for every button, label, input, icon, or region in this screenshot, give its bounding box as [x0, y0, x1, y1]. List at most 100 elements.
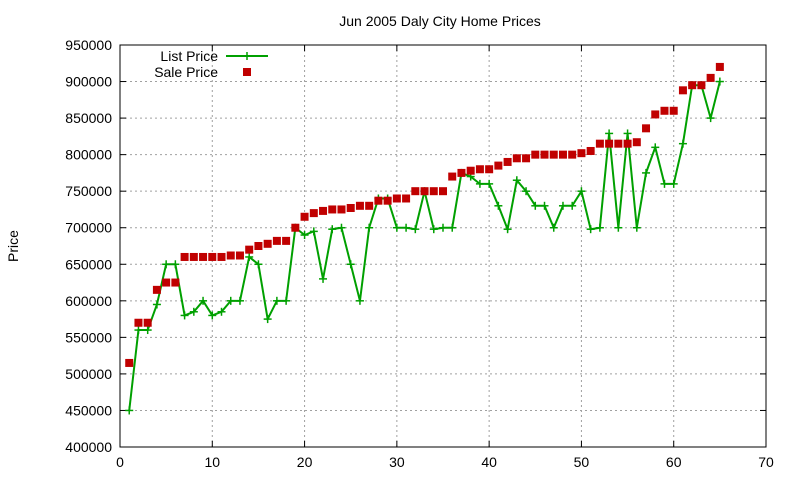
- y-tick-label: 500000: [65, 366, 112, 382]
- list-price-point: [586, 225, 595, 234]
- list-price-point: [180, 311, 189, 320]
- y-tick-label: 700000: [65, 220, 112, 236]
- sale-price-point: [392, 194, 401, 203]
- sale-price-point: [355, 201, 364, 210]
- list-price-point: [549, 223, 558, 232]
- y-tick-label: 650000: [65, 256, 112, 272]
- sale-price-point: [162, 278, 171, 287]
- list-price-point: [272, 296, 281, 305]
- list-price-point: [171, 260, 180, 269]
- list-price-point: [300, 231, 309, 240]
- y-tick-label: 550000: [65, 329, 112, 345]
- sale-price-point: [217, 252, 226, 261]
- sale-price-point: [245, 245, 254, 254]
- y-tick-label: 750000: [65, 183, 112, 199]
- sale-price-point: [632, 138, 641, 147]
- list-price-point: [199, 296, 208, 305]
- sale-price-point: [706, 73, 715, 82]
- legend-marker-list-price: [243, 52, 251, 60]
- sale-price-point: [614, 139, 623, 148]
- list-price-point: [503, 225, 512, 234]
- sale-price-point: [337, 205, 346, 214]
- sale-price-point: [411, 187, 420, 196]
- list-price-point: [614, 223, 623, 232]
- sale-price-point: [180, 252, 189, 261]
- list-price-point: [365, 223, 374, 232]
- sale-price-point: [494, 161, 503, 170]
- sale-price-point: [429, 187, 438, 196]
- series-sale-price: [125, 62, 724, 367]
- sale-price-point: [522, 154, 531, 163]
- list-price-point: [678, 139, 687, 148]
- y-tick-label: 600000: [65, 293, 112, 309]
- sale-price-point: [642, 124, 651, 133]
- legend-label-sale-price: Sale Price: [154, 64, 218, 80]
- list-price-point: [448, 223, 457, 232]
- sale-price-point: [697, 81, 706, 90]
- sale-price-point: [485, 165, 494, 174]
- x-tick-label: 10: [204, 454, 220, 470]
- list-price-point: [485, 179, 494, 188]
- sale-price-point: [199, 252, 208, 261]
- sale-price-point: [512, 154, 521, 163]
- sale-price-point: [235, 251, 244, 260]
- sale-price-point: [540, 150, 549, 159]
- list-price-point: [715, 77, 724, 86]
- sale-price-point: [420, 187, 429, 196]
- list-price-point: [439, 223, 447, 232]
- sale-price-point: [291, 223, 300, 232]
- sale-price-point: [439, 187, 447, 196]
- list-price-point: [189, 307, 198, 316]
- sale-price-point: [263, 239, 272, 248]
- sale-price-point: [558, 150, 567, 159]
- sale-price-point: [125, 358, 134, 367]
- list-price-point: [651, 143, 660, 152]
- sale-price-point: [448, 172, 457, 181]
- list-price-point: [282, 296, 291, 305]
- sale-price-point: [475, 165, 484, 174]
- list-price-point: [134, 326, 143, 335]
- sale-price-point: [328, 205, 337, 214]
- list-price-point: [568, 201, 577, 210]
- sale-price-point: [586, 146, 595, 155]
- list-price-point: [235, 296, 244, 305]
- sale-price-point: [466, 166, 475, 175]
- list-price-point: [522, 187, 531, 196]
- sale-price-point: [568, 150, 577, 159]
- sale-price-point: [143, 318, 152, 327]
- sale-price-point: [660, 106, 669, 115]
- legend-swatch-sale-price: [243, 68, 251, 76]
- sale-price-point: [577, 149, 586, 158]
- sale-price-point: [651, 110, 660, 119]
- list-price-point: [217, 307, 226, 316]
- list-price-point: [429, 225, 438, 234]
- list-price-point: [531, 201, 540, 210]
- list-price-point: [540, 201, 549, 210]
- list-price-point: [208, 311, 217, 320]
- sale-price-point: [715, 62, 724, 71]
- sale-price-point: [189, 252, 198, 261]
- sale-price-point: [503, 157, 512, 166]
- axes: [119, 44, 767, 448]
- legend-label-list-price: List Price: [160, 48, 218, 64]
- sale-price-point: [254, 242, 263, 250]
- list-price-point: [162, 260, 171, 269]
- series-list-price: [125, 77, 724, 415]
- y-tick-label: 850000: [65, 110, 112, 126]
- list-price-point: [402, 223, 411, 232]
- list-price-point: [512, 176, 521, 185]
- sale-price-point: [346, 203, 355, 212]
- list-price-point: [669, 179, 678, 188]
- sale-price-point: [623, 139, 632, 148]
- list-price-point: [660, 179, 669, 188]
- list-price-point: [254, 260, 263, 269]
- chart-title: Jun 2005 Daly City Home Prices: [339, 13, 541, 29]
- sale-price-point: [688, 81, 697, 90]
- list-price-point: [632, 223, 641, 232]
- list-price-point: [263, 315, 272, 324]
- list-price-point: [577, 187, 586, 196]
- sale-price-point: [605, 139, 614, 148]
- list-price-point: [125, 406, 134, 415]
